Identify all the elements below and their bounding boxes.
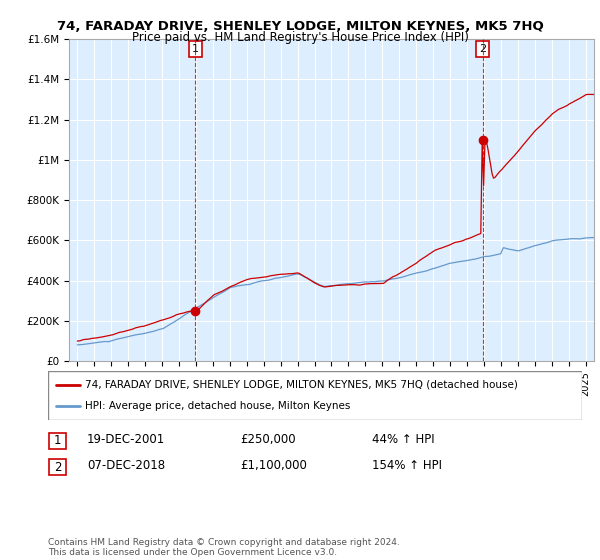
Text: £250,000: £250,000 — [240, 433, 296, 446]
Text: 19-DEC-2001: 19-DEC-2001 — [87, 433, 165, 446]
Text: Price paid vs. HM Land Registry's House Price Index (HPI): Price paid vs. HM Land Registry's House … — [131, 31, 469, 44]
Text: Contains HM Land Registry data © Crown copyright and database right 2024.
This d: Contains HM Land Registry data © Crown c… — [48, 538, 400, 557]
Text: 44% ↑ HPI: 44% ↑ HPI — [372, 433, 434, 446]
Text: HPI: Average price, detached house, Milton Keynes: HPI: Average price, detached house, Milt… — [85, 401, 351, 411]
Text: 1: 1 — [54, 434, 61, 447]
Text: 1: 1 — [192, 44, 199, 54]
Text: 74, FARADAY DRIVE, SHENLEY LODGE, MILTON KEYNES, MK5 7HQ (detached house): 74, FARADAY DRIVE, SHENLEY LODGE, MILTON… — [85, 380, 518, 390]
Text: 74, FARADAY DRIVE, SHENLEY LODGE, MILTON KEYNES, MK5 7HQ: 74, FARADAY DRIVE, SHENLEY LODGE, MILTON… — [56, 20, 544, 32]
Text: 07-DEC-2018: 07-DEC-2018 — [87, 459, 165, 473]
Text: £1,100,000: £1,100,000 — [240, 459, 307, 473]
Text: 154% ↑ HPI: 154% ↑ HPI — [372, 459, 442, 473]
Text: 2: 2 — [479, 44, 486, 54]
Text: 2: 2 — [54, 460, 61, 474]
